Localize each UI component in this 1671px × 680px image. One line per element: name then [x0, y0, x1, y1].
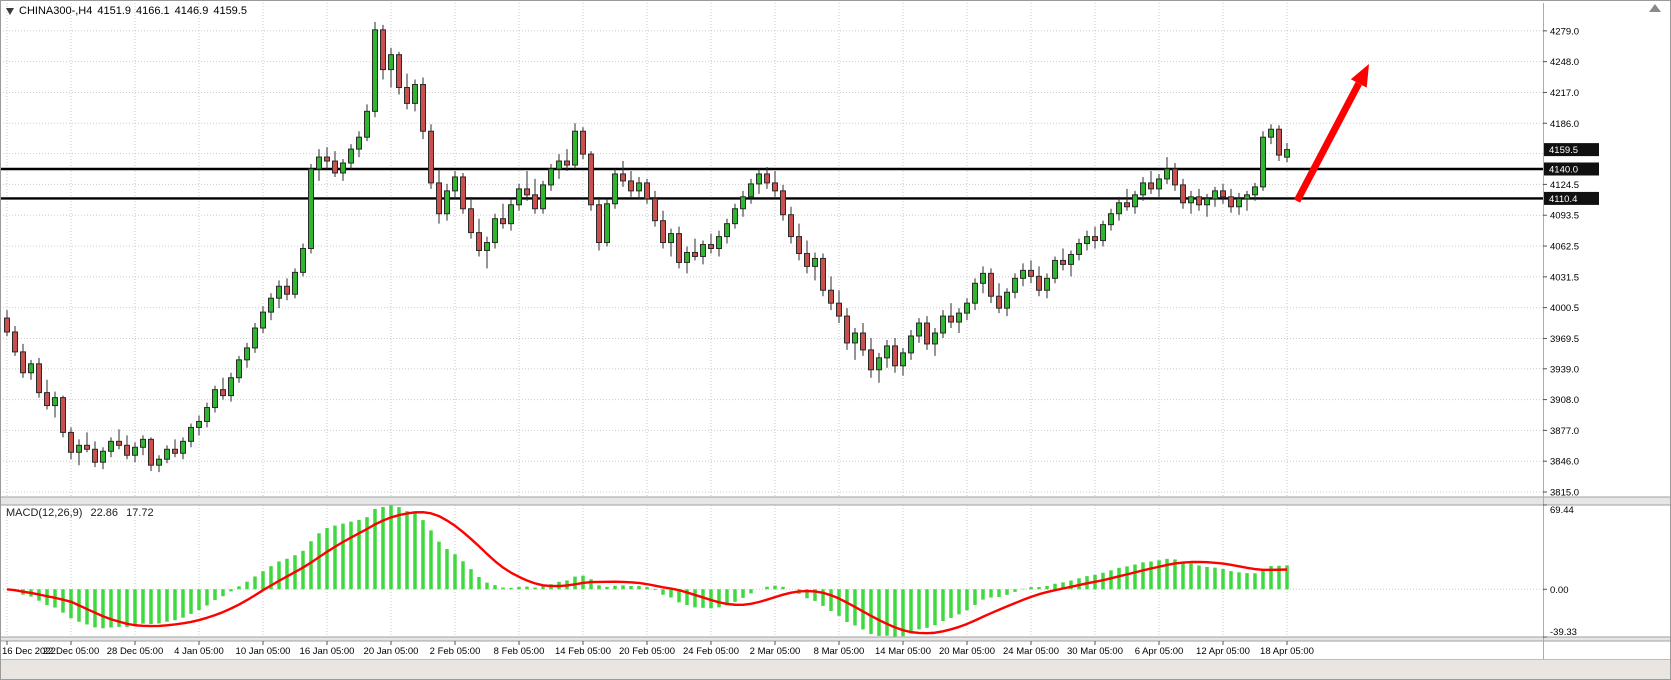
svg-text:28 Dec 05:00: 28 Dec 05:00 — [107, 646, 164, 657]
macd-histogram — [13, 505, 1289, 637]
close-value: 4159.5 — [213, 5, 247, 17]
macd-indicator-label: MACD(12,26,9) 22.86 17.72 — [6, 507, 154, 519]
svg-text:2 Feb 05:00: 2 Feb 05:00 — [430, 646, 481, 657]
symbol-timeframe-label: CHINA300-,H4 — [19, 5, 93, 17]
price-axis[interactable]: 4279.0 4248.0 4217.0 4186.0 4124.5 4093.5 4062… — [1543, 26, 1579, 499]
svg-text:12 Apr 05:00: 12 Apr 05:00 — [1196, 646, 1250, 657]
svg-text:4159.5: 4159.5 — [1549, 145, 1578, 156]
svg-text:3908.0: 3908.0 — [1550, 395, 1579, 406]
svg-text:14 Feb 05:00: 14 Feb 05:00 — [555, 646, 611, 657]
macd-main-value: 22.86 — [90, 507, 119, 519]
svg-text:16 Jan 05:00: 16 Jan 05:00 — [300, 646, 355, 657]
high-value: 4166.1 — [136, 5, 170, 17]
svg-text:4140.0: 4140.0 — [1549, 164, 1578, 175]
grid — [0, 3, 1543, 637]
bottom-margin — [0, 659, 1671, 680]
svg-text:30 Mar 05:00: 30 Mar 05:00 — [1067, 646, 1123, 657]
bid-price-tag: 4159.5 — [1544, 143, 1599, 157]
svg-text:4186.0: 4186.0 — [1550, 119, 1579, 130]
svg-text:0.00: 0.00 — [1550, 585, 1569, 596]
svg-text:8 Mar 05:00: 8 Mar 05:00 — [814, 646, 865, 657]
svg-text:3969.5: 3969.5 — [1550, 334, 1579, 345]
svg-text:3846.0: 3846.0 — [1550, 457, 1579, 468]
svg-text:8 Feb 05:00: 8 Feb 05:00 — [494, 646, 545, 657]
svg-text:69.44: 69.44 — [1550, 505, 1574, 516]
svg-text:3939.0: 3939.0 — [1550, 364, 1579, 375]
svg-text:4124.5: 4124.5 — [1550, 180, 1579, 191]
trend-arrow[interactable] — [1293, 64, 1369, 203]
svg-text:4248.0: 4248.0 — [1550, 57, 1579, 68]
macd-name: MACD(12,26,9) — [6, 507, 83, 519]
svg-text:20 Jan 05:00: 20 Jan 05:00 — [364, 646, 419, 657]
level-price-tag: 4110.4 — [1544, 191, 1599, 205]
svg-text:24 Mar 05:00: 24 Mar 05:00 — [1003, 646, 1059, 657]
svg-text:24 Feb 05:00: 24 Feb 05:00 — [683, 646, 739, 657]
svg-text:10 Jan 05:00: 10 Jan 05:00 — [236, 646, 291, 657]
svg-text:20 Mar 05:00: 20 Mar 05:00 — [939, 646, 995, 657]
svg-text:20 Feb 05:00: 20 Feb 05:00 — [619, 646, 675, 657]
svg-text:-39.33: -39.33 — [1550, 627, 1577, 638]
level-price-tag: 4140.0 — [1544, 162, 1599, 176]
low-value: 4146.9 — [174, 5, 209, 17]
svg-text:18 Apr 05:00: 18 Apr 05:00 — [1260, 646, 1314, 657]
scroll-up-icon[interactable] — [1649, 4, 1661, 12]
svg-text:4 Jan 05:00: 4 Jan 05:00 — [174, 646, 224, 657]
svg-text:2 Mar 05:00: 2 Mar 05:00 — [750, 646, 801, 657]
svg-text:3877.0: 3877.0 — [1550, 426, 1579, 437]
svg-text:14 Mar 05:00: 14 Mar 05:00 — [875, 646, 931, 657]
macd-signal-value: 17.72 — [126, 507, 154, 519]
svg-text:4093.5: 4093.5 — [1550, 211, 1579, 222]
svg-text:4031.5: 4031.5 — [1550, 272, 1579, 283]
svg-text:4279.0: 4279.0 — [1550, 26, 1579, 37]
svg-text:4217.0: 4217.0 — [1550, 88, 1579, 99]
svg-text:4062.5: 4062.5 — [1550, 242, 1579, 253]
svg-text:3815.0: 3815.0 — [1550, 488, 1579, 499]
panel-separator[interactable] — [0, 496, 1671, 506]
chart-title: CHINA300-,H4 4151.9 4166.1 4146.9 4159.5 — [6, 5, 247, 17]
svg-text:4000.5: 4000.5 — [1550, 303, 1579, 314]
svg-text:16 Dec 2022: 16 Dec 2022 — [2, 646, 56, 657]
macd-signal-line — [6, 511, 1288, 635]
open-value: 4151.9 — [97, 5, 132, 17]
panel-separator[interactable] — [0, 636, 1671, 642]
macd-axis[interactable]: 69.44 0.00 -39.33 — [1543, 504, 1577, 638]
svg-text:22 Dec 05:00: 22 Dec 05:00 — [43, 646, 100, 657]
candles — [4, 21, 1290, 473]
svg-text:6 Apr 05:00: 6 Apr 05:00 — [1135, 646, 1184, 657]
svg-text:4110.4: 4110.4 — [1549, 194, 1577, 205]
symbol-triangle-icon — [6, 7, 14, 15]
